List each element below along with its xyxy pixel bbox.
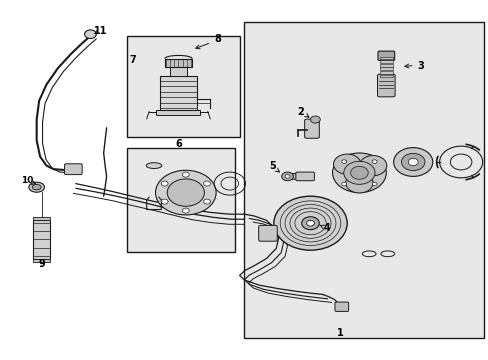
Circle shape bbox=[203, 181, 210, 186]
Circle shape bbox=[182, 172, 189, 177]
FancyBboxPatch shape bbox=[334, 302, 348, 311]
Text: 2: 2 bbox=[297, 107, 304, 117]
FancyBboxPatch shape bbox=[258, 225, 277, 241]
Ellipse shape bbox=[146, 163, 162, 168]
Bar bbox=[127, 36, 239, 137]
Circle shape bbox=[182, 208, 189, 213]
Circle shape bbox=[301, 217, 319, 230]
Bar bbox=[379, 75, 392, 77]
Text: 1: 1 bbox=[336, 328, 343, 338]
Circle shape bbox=[401, 153, 424, 171]
Text: 10: 10 bbox=[20, 176, 33, 185]
Bar bbox=[164, 59, 192, 67]
Circle shape bbox=[84, 30, 96, 39]
Text: 8: 8 bbox=[214, 34, 221, 44]
Circle shape bbox=[155, 170, 216, 215]
Circle shape bbox=[203, 199, 210, 204]
Circle shape bbox=[393, 148, 432, 176]
Text: 4: 4 bbox=[323, 222, 329, 233]
Bar bbox=[379, 60, 392, 63]
Circle shape bbox=[371, 160, 376, 163]
Circle shape bbox=[341, 182, 346, 186]
Circle shape bbox=[281, 172, 293, 181]
Bar bbox=[379, 71, 392, 74]
Circle shape bbox=[371, 182, 376, 186]
Bar bbox=[160, 76, 197, 110]
Circle shape bbox=[167, 179, 204, 206]
Circle shape bbox=[161, 181, 168, 186]
Text: 5: 5 bbox=[269, 161, 276, 171]
Circle shape bbox=[273, 196, 346, 250]
Circle shape bbox=[343, 161, 374, 184]
FancyBboxPatch shape bbox=[295, 172, 314, 181]
Circle shape bbox=[285, 175, 289, 178]
Bar bbox=[33, 217, 50, 220]
FancyBboxPatch shape bbox=[377, 51, 394, 60]
Ellipse shape bbox=[29, 182, 44, 192]
Ellipse shape bbox=[32, 185, 41, 190]
Circle shape bbox=[161, 199, 168, 204]
FancyBboxPatch shape bbox=[377, 74, 394, 97]
Circle shape bbox=[332, 153, 386, 193]
Bar bbox=[127, 148, 234, 252]
Circle shape bbox=[310, 116, 320, 123]
Circle shape bbox=[350, 166, 367, 179]
Circle shape bbox=[345, 173, 372, 193]
Circle shape bbox=[306, 220, 314, 226]
Circle shape bbox=[359, 156, 386, 176]
Text: 6: 6 bbox=[175, 139, 182, 149]
Text: 7: 7 bbox=[129, 55, 136, 66]
Text: 3: 3 bbox=[416, 60, 423, 71]
FancyBboxPatch shape bbox=[288, 174, 298, 179]
FancyBboxPatch shape bbox=[64, 164, 82, 175]
Circle shape bbox=[407, 158, 417, 166]
Circle shape bbox=[333, 154, 360, 174]
Circle shape bbox=[341, 160, 346, 163]
Bar bbox=[33, 220, 50, 259]
FancyBboxPatch shape bbox=[304, 119, 319, 138]
Bar bbox=[33, 259, 50, 262]
Bar bbox=[379, 67, 392, 70]
Bar bbox=[169, 67, 187, 76]
Bar bbox=[379, 64, 392, 67]
Bar bbox=[379, 57, 392, 59]
Bar bbox=[244, 22, 483, 338]
Text: 9: 9 bbox=[38, 258, 45, 269]
Bar bbox=[156, 110, 200, 115]
Text: 11: 11 bbox=[93, 26, 107, 36]
